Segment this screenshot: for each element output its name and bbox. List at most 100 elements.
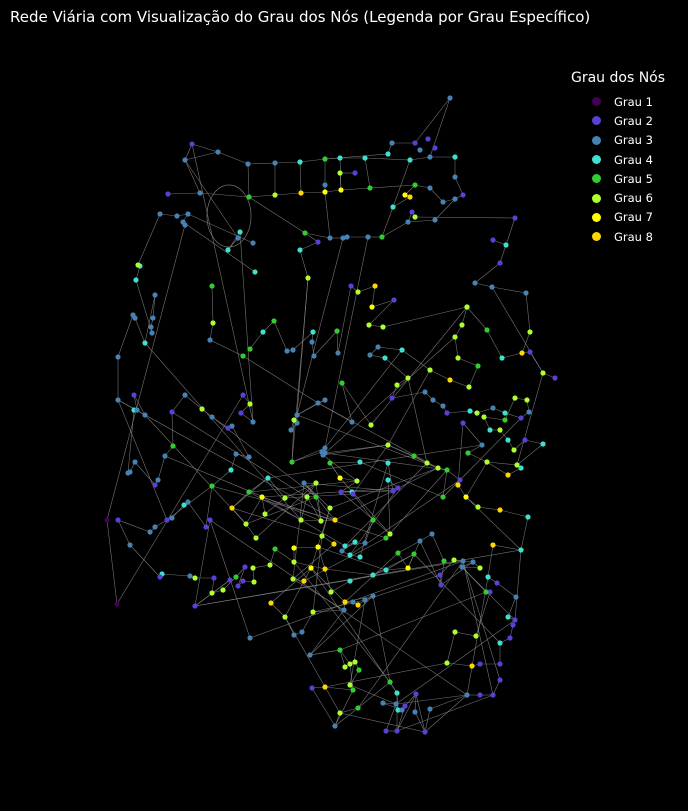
node-grau-2 — [512, 617, 518, 623]
road-edge — [516, 443, 544, 466]
road-edge — [313, 330, 338, 357]
road-edge — [315, 496, 336, 521]
node-grau-6 — [473, 633, 479, 639]
node-grau-2 — [457, 477, 463, 483]
road-edge — [317, 402, 439, 469]
road-edge — [364, 157, 411, 161]
node-grau-3 — [272, 160, 278, 166]
node-grau-3 — [399, 707, 405, 713]
road-edge — [248, 196, 306, 234]
road-edge — [466, 306, 488, 331]
node-grau-3 — [362, 540, 368, 546]
node-grau-3 — [284, 348, 290, 354]
node-grau-2 — [207, 517, 213, 523]
road-edge — [370, 306, 468, 426]
node-grau-3 — [301, 480, 307, 486]
node-grau-6 — [310, 609, 316, 615]
road-edge — [309, 649, 341, 656]
road-edge — [520, 516, 529, 551]
node-grau-3 — [147, 529, 153, 535]
node-grau-6 — [424, 460, 430, 466]
road-edge — [387, 479, 391, 535]
node-grau-4 — [228, 467, 234, 473]
road-edge — [315, 482, 322, 522]
node-grau-3 — [322, 450, 328, 456]
node-grau-4 — [181, 502, 187, 508]
legend-label: Grau 3 — [614, 133, 653, 148]
road-edge — [385, 567, 409, 571]
node-grau-8 — [490, 542, 496, 548]
node-grau-4 — [385, 477, 391, 483]
node-grau-2 — [390, 488, 396, 494]
node-grau-4 — [503, 242, 509, 248]
node-grau-7 — [338, 187, 344, 193]
node-grau-3 — [182, 157, 188, 163]
road-edge — [486, 329, 503, 359]
node-grau-3 — [315, 400, 321, 406]
node-grau-6 — [427, 367, 433, 373]
legend-label: Grau 6 — [614, 191, 653, 206]
node-grau-2 — [422, 729, 428, 735]
road-edge — [144, 342, 302, 521]
node-grau-6 — [368, 422, 374, 428]
road-edge — [364, 574, 441, 601]
road-edge — [429, 187, 444, 203]
road-edge — [336, 330, 339, 354]
legend-item: Grau 3 — [565, 131, 665, 150]
node-grau-2 — [412, 140, 418, 146]
node-grau-2 — [432, 145, 438, 151]
road-edge — [459, 417, 522, 481]
node-grau-4 — [497, 640, 503, 646]
node-grau-6 — [511, 447, 517, 453]
road-edge — [392, 196, 411, 208]
road-edge — [381, 206, 394, 238]
road-edge — [261, 496, 387, 539]
road-edge — [369, 184, 416, 189]
node-grau-6 — [282, 614, 288, 620]
legend-item: Grau 5 — [565, 169, 665, 188]
node-grau-2 — [497, 661, 503, 667]
road-edge — [465, 496, 522, 551]
node-grau-5 — [370, 517, 376, 523]
road-edge — [310, 567, 398, 694]
road-edge — [117, 399, 168, 521]
node-grau-8 — [342, 599, 348, 605]
road-edge — [385, 469, 448, 539]
node-grau-6 — [444, 660, 450, 666]
node-grau-8 — [322, 684, 328, 690]
road-edge — [300, 191, 326, 194]
node-grau-4 — [383, 567, 389, 573]
road-edge — [293, 561, 326, 570]
node-grau-3 — [132, 459, 138, 465]
node-grau-8 — [268, 600, 274, 606]
node-grau-6 — [319, 533, 325, 539]
node-grau-4 — [297, 247, 303, 253]
node-grau-5 — [395, 550, 401, 556]
node-grau-6 — [304, 494, 310, 500]
node-grau-6 — [540, 370, 546, 376]
node-grau-4 — [310, 329, 316, 335]
node-grau-4 — [540, 441, 546, 447]
node-grau-3 — [182, 392, 188, 398]
road-edge — [434, 198, 456, 221]
node-grau-3 — [367, 352, 373, 358]
road-edge — [504, 397, 516, 421]
road-edge — [245, 523, 257, 539]
road-edge — [209, 519, 468, 696]
node-grau-5 — [412, 182, 418, 188]
node-grau-4 — [362, 155, 368, 161]
road-edge — [487, 544, 494, 578]
node-grau-8 — [355, 602, 361, 608]
road-edge — [249, 331, 264, 350]
node-grau-2 — [425, 136, 431, 142]
legend-marker — [592, 174, 601, 184]
node-grau-2 — [235, 583, 241, 589]
node-grau-5 — [209, 483, 215, 489]
node-grau-3 — [235, 235, 241, 241]
road-edge — [133, 394, 146, 416]
node-grau-6 — [290, 576, 296, 582]
node-grau-4 — [499, 355, 505, 361]
node-grau-3 — [513, 594, 519, 600]
road-edge — [182, 221, 256, 273]
node-grau-5 — [313, 494, 319, 500]
